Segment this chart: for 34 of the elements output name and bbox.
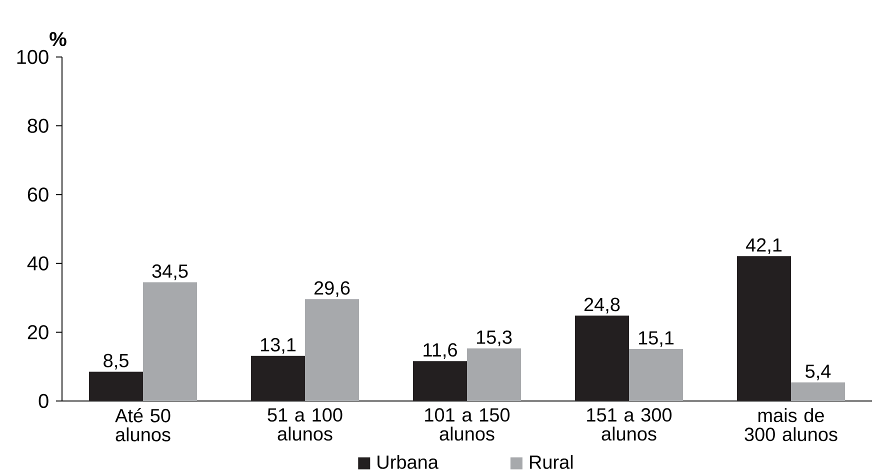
bar [413, 361, 468, 401]
y-tick-label: 0 [38, 394, 48, 408]
bar [790, 382, 845, 401]
y-tick-label: 100 [17, 50, 48, 64]
bar [467, 348, 521, 401]
data-label: 42,1 [746, 238, 782, 254]
bar [629, 349, 683, 401]
legend-label: Rural [530, 454, 573, 469]
x-tick-label: mais de 300 alunos [744, 408, 838, 442]
data-label: 15,1 [638, 331, 674, 347]
x-tick-label: 51 a 100 alunos [268, 408, 342, 441]
data-label: 24,8 [584, 298, 620, 314]
data-label: 8,5 [104, 354, 128, 370]
y-tick-label: 40 [27, 256, 48, 270]
data-label: 13,1 [260, 338, 296, 354]
legend-label: Urbana [378, 454, 438, 469]
bar [143, 282, 198, 401]
bar [736, 256, 791, 401]
data-label: 5,4 [806, 364, 831, 380]
bar [305, 299, 360, 401]
data-label: 15,3 [476, 330, 512, 346]
data-label: 11,6 [424, 343, 457, 359]
bar [575, 316, 629, 401]
x-tick-label: Até 50 alunos [115, 408, 170, 442]
data-label: 29,6 [314, 281, 350, 297]
x-tick-label: 151 a 300 alunos [587, 408, 672, 441]
y-axis-title: % [50, 32, 66, 46]
data-label: 34,5 [152, 264, 188, 280]
bar [251, 356, 306, 401]
y-tick-label: 20 [28, 325, 48, 340]
y-tick-label: 60 [28, 188, 48, 202]
x-tick-label: 101 a 150 alunos [425, 408, 510, 441]
bar [89, 372, 144, 401]
y-tick-label: 80 [28, 118, 48, 133]
